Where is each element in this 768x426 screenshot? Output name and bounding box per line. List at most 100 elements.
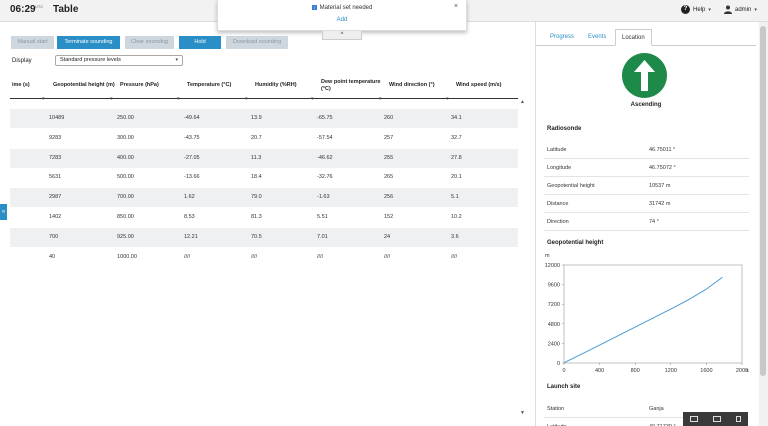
panel-scroll-thumb[interactable] [760, 26, 766, 376]
sort-icon[interactable]: ▾ [245, 96, 248, 102]
column-header[interactable]: Wind speed (m/s) [456, 82, 502, 88]
table-cell: -13.66 [184, 174, 200, 181]
table-cell: 700 [49, 233, 59, 240]
table-cell: 81.3 [251, 214, 262, 220]
table-cell: 1.62 [184, 194, 195, 201]
table-cell: 700.00 [117, 194, 134, 201]
table-row[interactable]: 1402 850.00 8.53 81.3 5.51 152 10.2 [10, 208, 518, 227]
sort-icon[interactable]: ▾ [379, 96, 382, 102]
column-header[interactable]: Geopotential height (m) [53, 82, 115, 88]
table-cell: 9283 [49, 134, 62, 141]
x-tick-label: 1200 [665, 368, 677, 374]
notification-message: i Material set needed [218, 5, 466, 11]
table-cell: 5631 [49, 174, 62, 181]
sort-icon[interactable]: ▾ [311, 96, 314, 102]
y-axis-label: m [545, 253, 550, 259]
hold-button[interactable]: Hold [179, 36, 221, 49]
table-cell: 10489 [49, 115, 65, 121]
column-header[interactable]: Temperature (°C) [187, 82, 232, 88]
table-cell: 79.0 [251, 194, 262, 201]
column-header[interactable]: Pressure (hPa) [120, 82, 159, 88]
sort-icon[interactable]: ▾ [446, 96, 449, 102]
table-cell: 7283 [49, 154, 62, 161]
info-row: Longitude 46.75072 ° [544, 159, 749, 177]
table-cell: 5.1 [451, 194, 459, 201]
bottom-toolbar [683, 412, 748, 426]
table-row[interactable]: 7283 400.00 -27.05 11.3 -46.62 255 27.8 [10, 148, 518, 168]
tab-progress[interactable]: Progress [550, 34, 575, 40]
details-panel: Progress Events Location Ascending Radio… [535, 22, 756, 426]
column-header[interactable]: Humidity (%RH) [255, 82, 297, 88]
table-row[interactable]: 700 925.00 12.21 70.5 7.01 24 3.6 [10, 227, 518, 247]
table-cell: 2987 [49, 194, 62, 201]
y-tick-label: 2400 [548, 341, 560, 347]
table-cell: 24 [384, 233, 391, 240]
sort-icon[interactable]: ▾ [177, 96, 180, 102]
table-row[interactable]: 40 1000.00 //// //// //// //// //// [10, 248, 518, 267]
table-cell: -32.76 [317, 174, 333, 181]
scroll-down-icon[interactable]: ▼ [520, 410, 525, 416]
user-icon [724, 5, 732, 14]
table-row[interactable]: 9283 300.00 -43.75 20.7 -57.54 257 32.7 [10, 129, 518, 148]
display-select[interactable]: Standard pressure levels ▾ [55, 55, 183, 66]
table-cell: 20.1 [451, 174, 462, 181]
column-header[interactable]: ime (s) [12, 82, 30, 88]
table-cell: -1.63 [317, 194, 330, 201]
table-cell: 250.00 [117, 115, 134, 121]
close-icon[interactable]: × [453, 3, 458, 10]
x-tick-label: 400 [595, 368, 604, 374]
plot-frame [563, 264, 743, 364]
notification-text: Material set needed [319, 5, 373, 11]
table-cell: 5.51 [317, 214, 328, 220]
collapse-notification-button[interactable]: ^ [322, 31, 362, 40]
table-cell: 925.00 [117, 233, 134, 240]
info-value: 46.75072 ° [649, 165, 676, 171]
table-cell: 3.6 [451, 233, 459, 240]
sort-icon[interactable]: ▾ [42, 96, 45, 102]
sort-icon[interactable]: ▾ [110, 96, 113, 102]
chart-svg: m 0 2400 4800 7200 9600 12000 0 400 800 1200 1600 20… [545, 253, 749, 374]
info-row: Geopotential height 10537 m [544, 177, 749, 195]
table-cell: //// [384, 253, 391, 260]
column-header[interactable]: Wind direction (°) [389, 82, 435, 88]
table-cell: 500.00 [117, 174, 134, 181]
add-material-link[interactable]: Add [336, 17, 348, 23]
table-cell: -57.54 [317, 134, 333, 141]
display-label: Display [12, 58, 32, 64]
user-menu[interactable]: admin ▾ [724, 5, 757, 14]
tab-events[interactable]: Events [588, 34, 607, 40]
table-row[interactable]: 2987 700.00 1.62 79.0 -1.63 256 5.1 [10, 188, 518, 208]
help-label: Help [693, 6, 706, 13]
geopotential-chart: m 0 2400 4800 7200 9600 12000 0 400 800 1200 1600 20… [542, 248, 752, 376]
info-row: Latitude 46.75011 ° [544, 141, 749, 159]
info-key: Geopotential height [547, 183, 595, 189]
table-cell: 850.00 [117, 214, 134, 220]
table-cell: 70.5 [251, 233, 262, 240]
y-tick-label: 0 [557, 361, 560, 367]
clear-sounding-button[interactable]: Clear sounding [125, 36, 174, 49]
table-cell: 8.53 [184, 214, 195, 220]
manual-start-button[interactable]: Manual start [11, 36, 54, 49]
info-key: Latitude [547, 424, 567, 426]
terminate-sounding-button[interactable]: Terminate sounding [57, 36, 120, 49]
keyboard-icon[interactable] [712, 416, 721, 422]
chevron-down-icon: ▾ [708, 6, 711, 13]
download-sounding-button[interactable]: Download sounding [226, 36, 288, 49]
info-value: 10537 m [649, 183, 671, 189]
keyboard-icon[interactable] [690, 416, 699, 422]
expand-sidebar-button[interactable]: « [0, 204, 7, 220]
scroll-up-icon[interactable]: ▲ [520, 99, 525, 105]
help-icon: ? [681, 5, 690, 14]
y-tick-label: 12000 [545, 263, 560, 269]
table-row[interactable]: 5631 500.00 -13.66 18.4 -32.76 265 20.1 [10, 168, 518, 187]
help-menu[interactable]: ? Help ▾ [681, 5, 711, 14]
chevron-down-icon: ▾ [175, 57, 178, 63]
battery-icon[interactable] [735, 416, 741, 422]
tab-location[interactable]: Location [615, 29, 652, 46]
table-cell: 1000.00 [117, 253, 137, 260]
table-row[interactable]: 10489 250.00 -49.64 13.9 -65.75 260 34.1 [10, 109, 518, 128]
clock: 06:29 [10, 4, 36, 15]
column-header[interactable]: Dew point temperature (°C) [321, 79, 381, 92]
info-value: 74 ° [649, 219, 659, 225]
table-cell: 12.21 [184, 233, 198, 240]
